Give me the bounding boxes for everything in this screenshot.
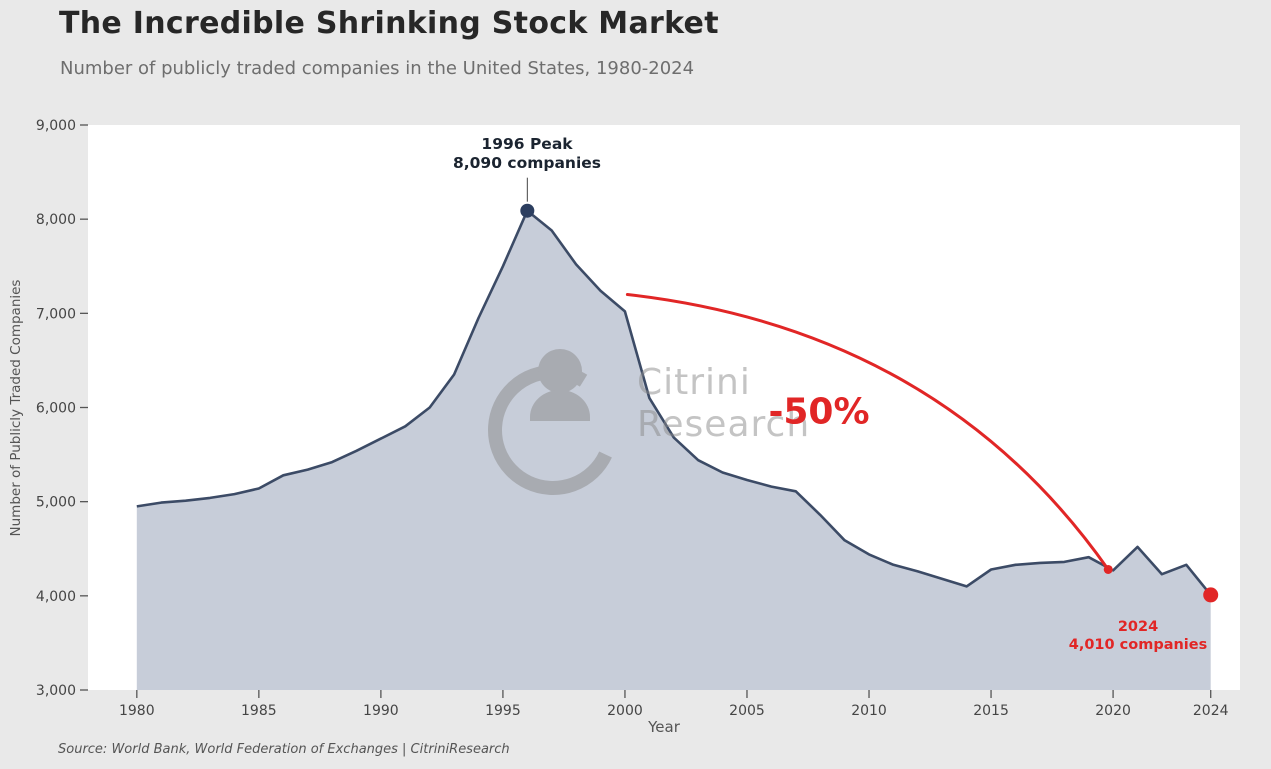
y-tick-label: 8,000	[36, 212, 76, 228]
x-tick-label: 1995	[485, 703, 521, 719]
decline-percent-label: -50%	[768, 391, 870, 433]
x-tick-label: 2005	[729, 703, 765, 719]
x-tick-label: 2000	[607, 703, 643, 719]
peak-annotation-line2: 8,090 companies	[452, 154, 602, 172]
y-tick-label: 3,000	[36, 683, 76, 699]
watermark-logo	[480, 333, 630, 507]
chart-title: The Incredible Shrinking Stock Market	[59, 6, 719, 41]
x-axis-label: Year	[648, 718, 680, 736]
source-note: Source: World Bank, World Federation of …	[58, 742, 510, 757]
y-tick-label: 5,000	[36, 495, 76, 511]
x-tick-label: 2010	[851, 703, 887, 719]
x-tick-label: 2024	[1193, 703, 1229, 719]
x-tick-label: 1980	[119, 703, 155, 719]
x-tick-label: 2020	[1095, 703, 1131, 719]
y-tick-label: 4,000	[36, 589, 76, 605]
end-annotation-line1: 2024	[1117, 619, 1159, 635]
decline-arrow-curve	[625, 293, 1110, 571]
watermark-line1: Citrini	[637, 362, 751, 403]
decline-arrow-tip	[1103, 564, 1113, 574]
peak-marker	[520, 203, 535, 218]
y-tick-label: 7,000	[36, 306, 76, 322]
watermark-text: Citrini Research	[637, 362, 810, 446]
y-tick-label: 9,000	[36, 118, 76, 134]
series-line	[136, 209, 1212, 596]
area-fill	[136, 210, 1211, 690]
peak-annotation-line1: 1996 Peak	[481, 135, 573, 153]
end-marker	[1203, 587, 1219, 603]
citrini-logo-icon	[488, 349, 618, 495]
end-annotation-line2: 4,010 companies	[1068, 637, 1208, 653]
y-tick-label: 6,000	[36, 401, 76, 417]
x-tick-label: 1985	[241, 703, 277, 719]
x-tick-label: 2015	[973, 703, 1009, 719]
watermark-line2: Research	[637, 404, 811, 445]
x-tick-label: 1990	[363, 703, 399, 719]
y-axis-label: Number of Publicly Traded Companies	[8, 279, 24, 537]
end-annotation: 2024 4,010 companies	[1069, 618, 1208, 654]
chart-subtitle: Number of publicly traded companies in t…	[60, 58, 695, 79]
peak-annotation: 1996 Peak 8,090 companies	[453, 135, 601, 173]
